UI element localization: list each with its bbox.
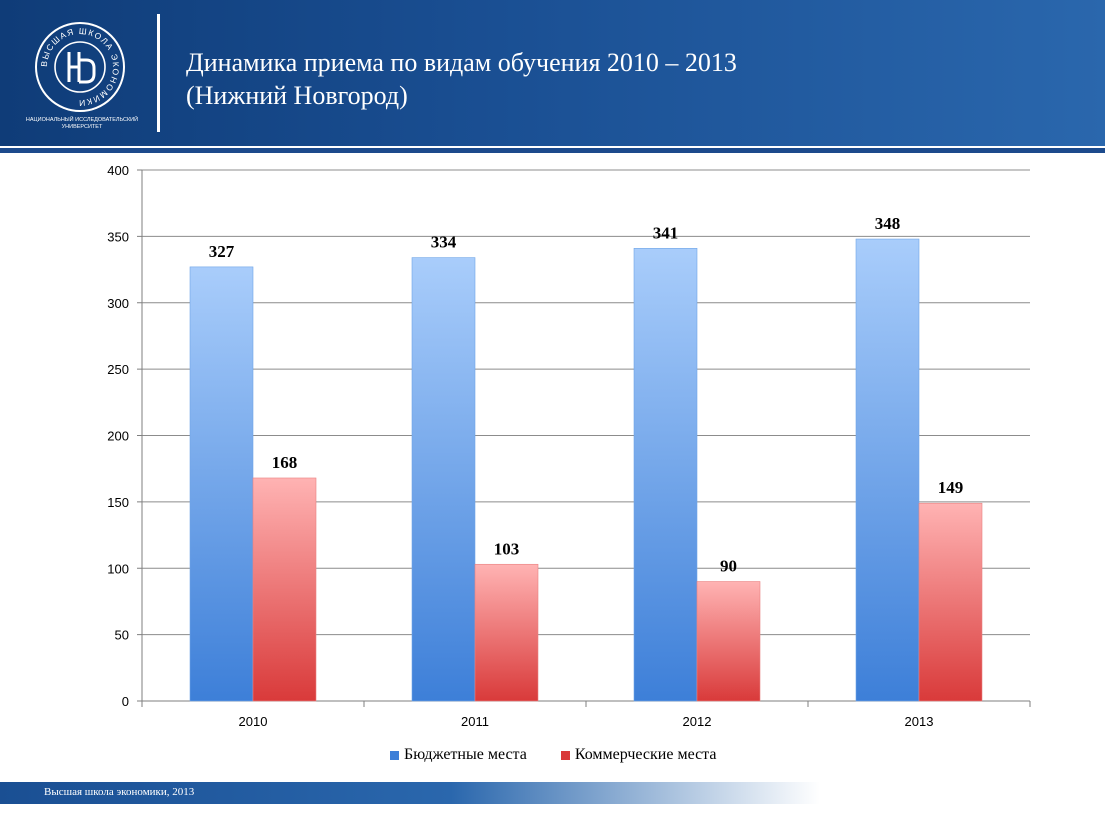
hse-logo: ВЫСШАЯ ШКОЛА ЭКОНОМИКИ: [24, 12, 136, 132]
footer-bar: [0, 782, 820, 804]
header-rule: [0, 146, 1105, 155]
y-tick-label: 400: [107, 163, 129, 178]
data-label: 90: [720, 557, 737, 576]
chart-legend: Бюджетные места Коммерческие места: [390, 745, 716, 765]
x-tick-label: 2011: [461, 714, 489, 729]
y-tick-label: 100: [107, 561, 129, 576]
logo-caption: НАЦИОНАЛЬНЫЙ ИССЛЕДОВАТЕЛЬСКИЙ УНИВЕРСИТ…: [20, 117, 144, 131]
y-tick-label: 50: [115, 628, 129, 643]
bar-commercial-2013: [918, 502, 983, 702]
bar-budget-2011: [411, 257, 476, 702]
logo-caption-line2: УНИВЕРСИТЕТ: [61, 124, 103, 130]
footer-text: Высшая школа экономики, 2013: [44, 786, 195, 798]
data-label: 341: [653, 223, 679, 242]
title-line-1: Динамика приема по видам обучения 2010 –…: [186, 48, 737, 77]
legend-label-budget: Бюджетные места: [404, 746, 527, 763]
legend-item-budget: Бюджетные места: [390, 746, 527, 764]
bar-chart: 0 50 100 150 200 250 300 350 400 2010 327 168 2011 33…: [107, 163, 1031, 729]
hse-logo-icon: ВЫСШАЯ ШКОЛА ЭКОНОМИКИ: [35, 22, 125, 112]
data-label: 168: [272, 453, 298, 472]
x-tick-label: 2012: [683, 714, 712, 729]
header-divider: [157, 14, 160, 132]
title-line-2: (Нижний Новгород): [186, 81, 408, 110]
bar-budget-2012: [633, 248, 698, 702]
y-tick-label: 250: [107, 362, 129, 377]
data-label: 149: [938, 478, 964, 497]
data-label: 334: [431, 233, 457, 252]
y-tick-label: 300: [107, 296, 129, 311]
legend-swatch-budget: [390, 750, 399, 760]
bar-budget-2010: [189, 266, 254, 702]
y-tick-label: 200: [107, 429, 129, 444]
bar-commercial-2011: [474, 563, 539, 702]
logo-caption-line1: НАЦИОНАЛЬНЫЙ ИССЛЕДОВАТЕЛЬСКИЙ: [25, 117, 139, 123]
x-tick-label: 2010: [239, 714, 268, 729]
legend-swatch-commercial: [560, 750, 570, 760]
y-tick-label: 350: [107, 229, 129, 244]
y-tick-label: 150: [107, 495, 129, 510]
bar-commercial-2010: [252, 477, 317, 702]
data-label: 103: [494, 539, 520, 558]
x-tick-label: 2013: [905, 714, 934, 729]
bar-budget-2013: [855, 238, 920, 702]
legend-label-commercial: Коммерческие места: [574, 746, 717, 763]
slide-header: [0, 0, 1105, 146]
y-tick-label: 0: [122, 694, 129, 709]
data-label: 327: [209, 242, 235, 261]
bar-commercial-2012: [696, 581, 761, 702]
slide-title: Динамика приема по видам обучения 2010 –…: [186, 46, 737, 112]
data-label: 348: [875, 214, 901, 233]
legend-item-commercial: Коммерческие места: [560, 746, 717, 764]
